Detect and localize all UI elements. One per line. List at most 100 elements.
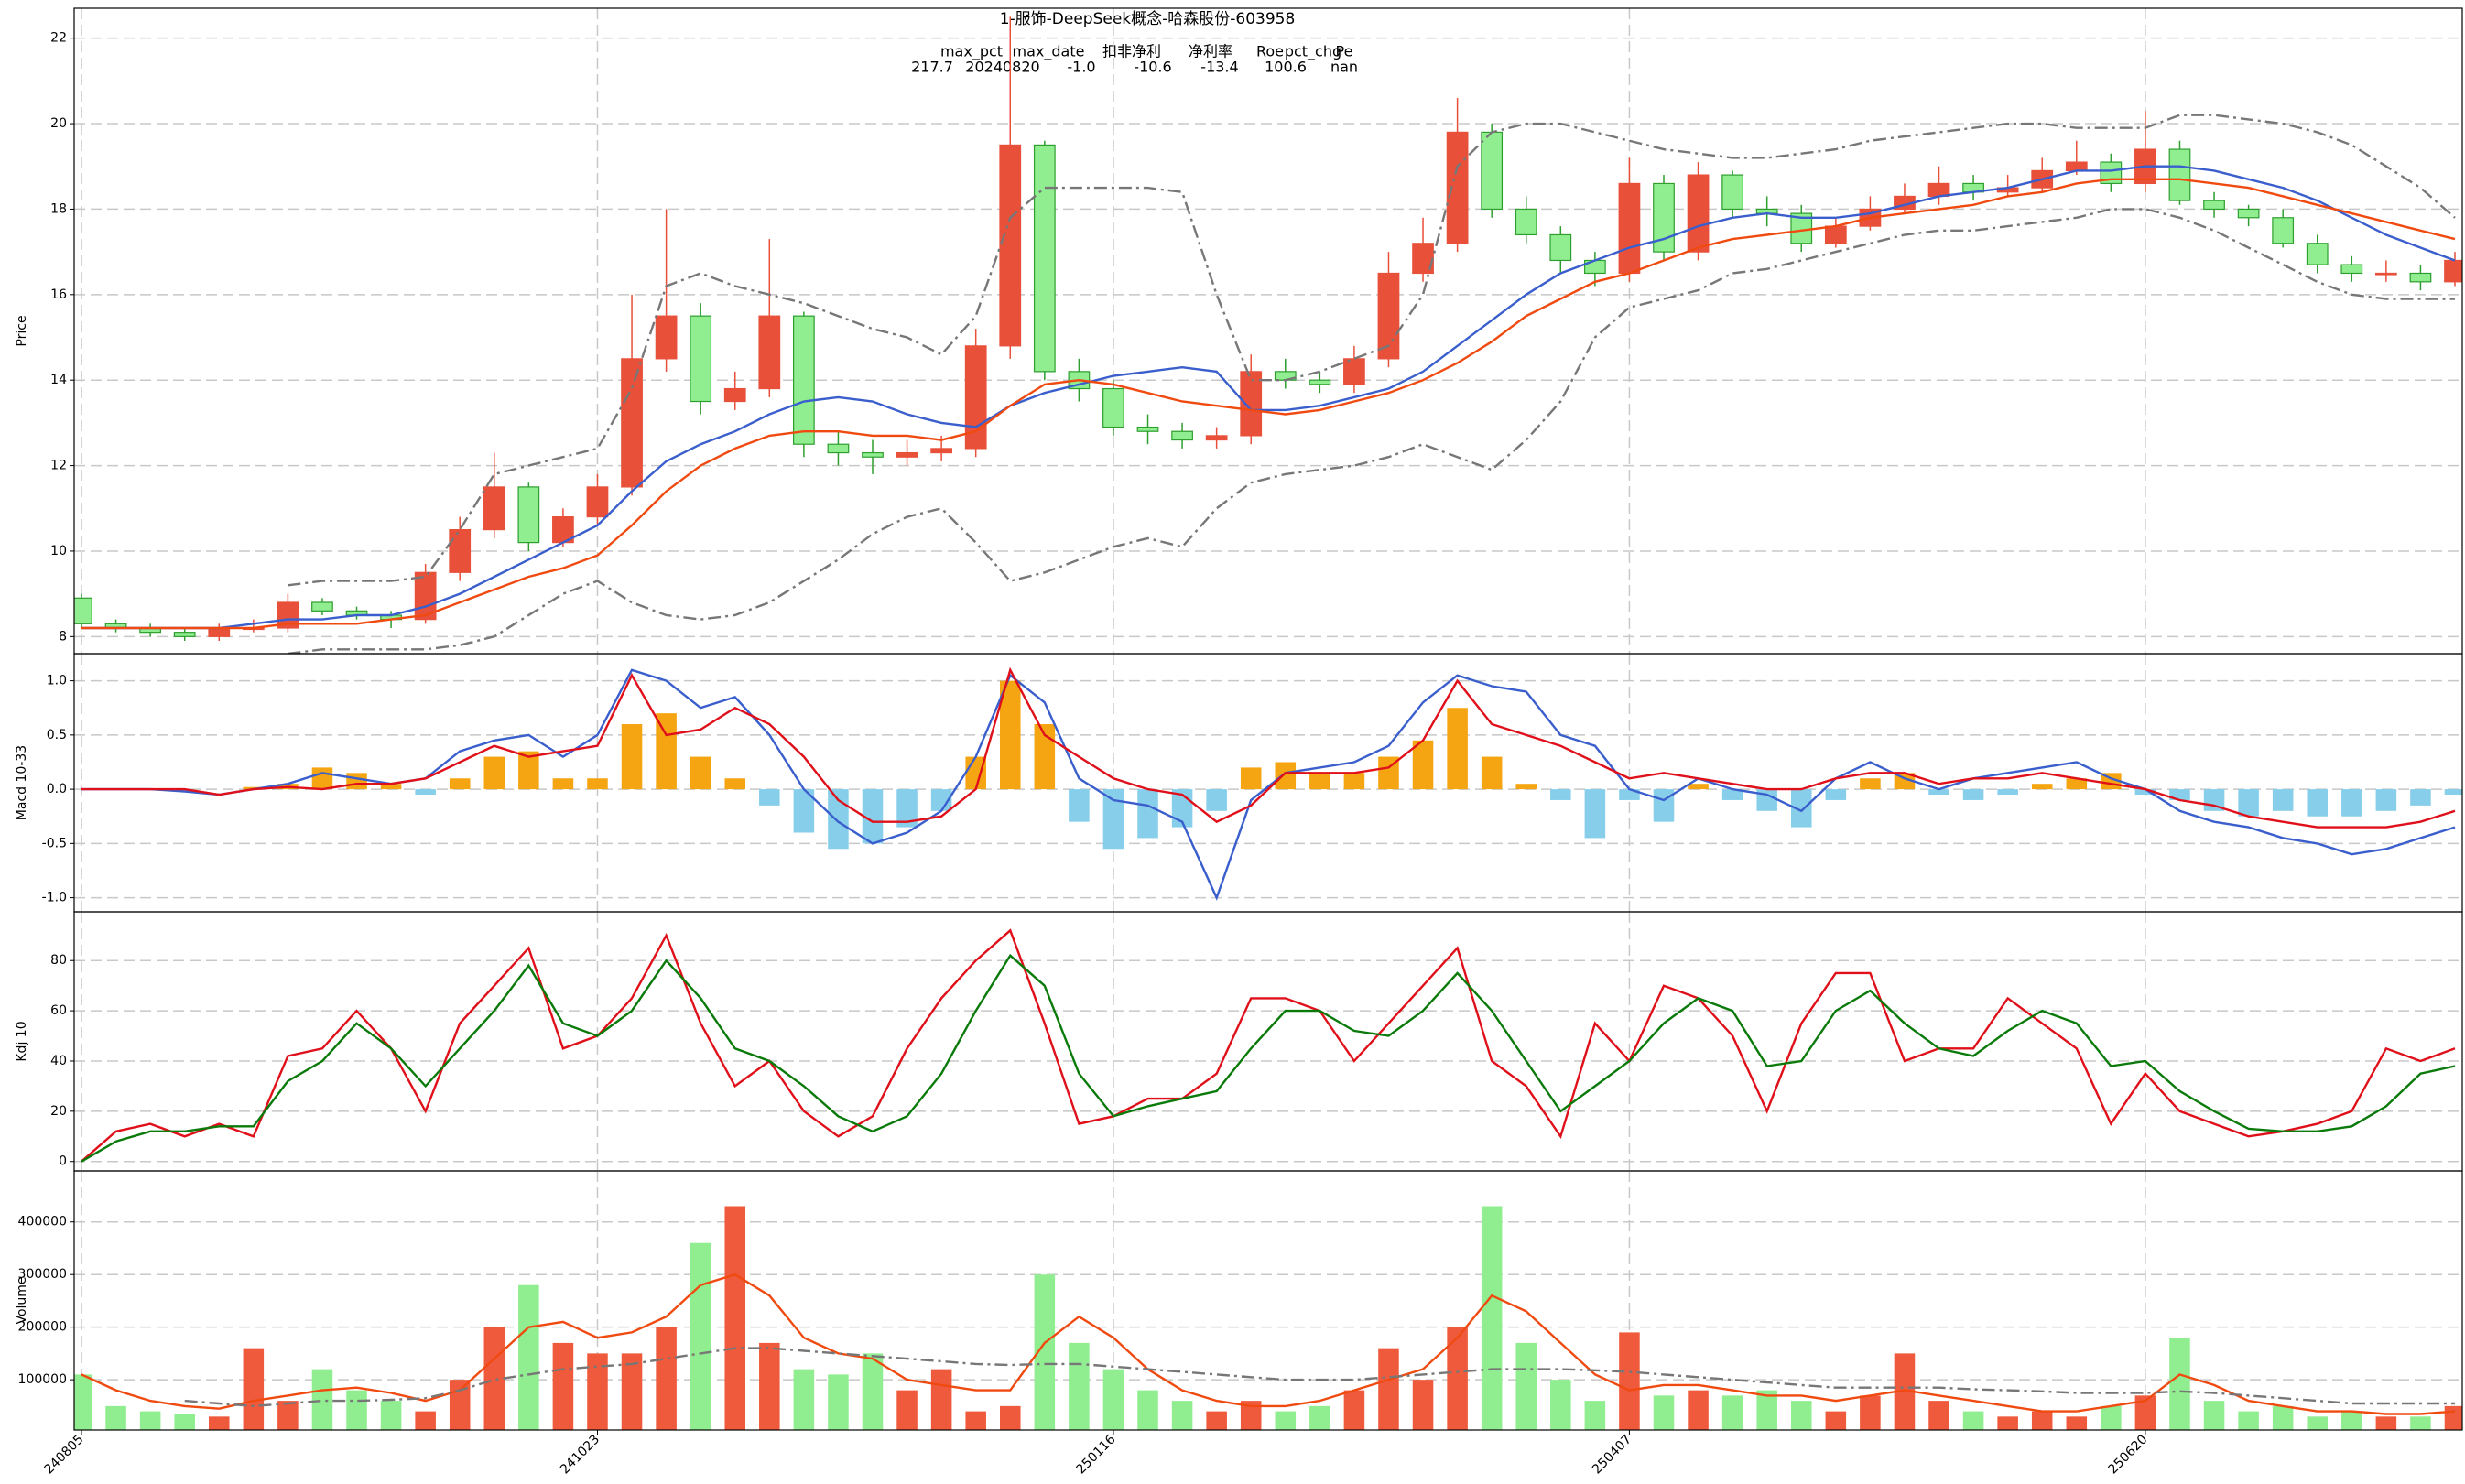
candle-body <box>1377 272 1400 360</box>
volume-bar <box>277 1401 299 1430</box>
stats-header: 净利率 <box>1189 43 1232 60</box>
candle-body <box>277 601 299 629</box>
macd-bar <box>518 751 539 790</box>
y-tick-label: 300000 <box>18 1267 67 1282</box>
volume-bar <box>1688 1390 1709 1430</box>
panel-frame <box>73 1170 2463 1431</box>
candle-body <box>1171 430 1193 441</box>
macd-bar <box>1069 789 1090 822</box>
candle-body <box>1515 208 1537 236</box>
macd-bar <box>1550 789 1571 800</box>
volume-bar <box>2101 1405 2122 1430</box>
x-tick-label: 250407 <box>1590 1432 1634 1477</box>
stats-value: nan <box>1330 59 1358 76</box>
volume-bar <box>2341 1411 2362 1430</box>
candle-body <box>1549 233 1572 262</box>
macd-bar <box>380 784 402 790</box>
candle-body <box>2340 264 2363 275</box>
y-axis-label: Kdj 10 <box>15 1021 29 1061</box>
volume-bar <box>999 1405 1021 1430</box>
candle-body <box>690 315 712 403</box>
candle-body <box>862 451 884 458</box>
macd-bar <box>1688 784 1709 790</box>
candle-body <box>517 486 540 544</box>
volume-bar <box>2134 1395 2156 1430</box>
macd-bar <box>449 778 471 790</box>
stats-header: pct_chg <box>1285 43 1341 61</box>
series-line <box>81 928 2456 1163</box>
volume-bar <box>2272 1405 2294 1430</box>
macd-bar <box>1928 789 1949 796</box>
macd-bar <box>656 713 677 790</box>
volume-bar <box>1584 1401 1606 1430</box>
candle-body <box>2306 243 2329 265</box>
volume-bar <box>1962 1411 1984 1430</box>
series-line <box>81 178 2456 630</box>
volume-bar <box>1619 1332 1640 1430</box>
macd-bar <box>896 789 918 828</box>
candle-body <box>621 358 643 488</box>
candle-body <box>723 387 746 403</box>
macd-bar <box>1962 789 1984 800</box>
series-line <box>184 1347 2455 1408</box>
panel <box>74 8 2462 654</box>
volume-bar <box>1275 1411 1297 1430</box>
volume-bar <box>1481 1206 1503 1430</box>
volume-bar <box>1102 1369 1124 1430</box>
chart-title: 1-服饰-DeepSeek概念-哈森股份-603958 <box>1000 9 1296 28</box>
y-tick-label: 14 <box>50 373 67 387</box>
volume-bar <box>2066 1416 2088 1430</box>
candle-body <box>758 315 781 390</box>
candle-body <box>1481 131 1504 211</box>
macd-bar <box>930 789 952 811</box>
volume-bar <box>1240 1401 1262 1430</box>
macd-bar <box>2169 789 2190 800</box>
candle-body <box>1240 371 1263 437</box>
volume-bar <box>1653 1395 1675 1430</box>
candle-body <box>1102 387 1124 428</box>
candle-body <box>2272 217 2295 244</box>
macd-bar <box>552 778 574 790</box>
macd-bar <box>1825 789 1847 800</box>
volume-bar <box>656 1327 677 1430</box>
candle-body <box>2168 148 2191 201</box>
stats-header: 扣非净利 <box>1102 43 1161 60</box>
candle-body <box>999 144 1022 347</box>
y-tick-label: 60 <box>50 1003 67 1018</box>
volume-bar <box>1343 1390 1365 1430</box>
y-axis-label: Macd 10-33 <box>15 745 29 820</box>
macd-bar <box>2410 789 2431 806</box>
stats-header: max_pct <box>940 43 1003 61</box>
stats-value: -1.0 <box>1067 59 1095 76</box>
panel <box>74 912 2462 1171</box>
volume-bar <box>243 1348 265 1430</box>
macd-bar <box>2444 789 2462 796</box>
y-tick-label: 10 <box>50 544 67 558</box>
volume-bar <box>1860 1395 1881 1430</box>
candle-body <box>449 529 472 573</box>
volume-bar <box>1928 1401 1949 1430</box>
candle-body <box>896 451 918 458</box>
volume-bar <box>1206 1411 1227 1430</box>
candle-body <box>1136 426 1159 432</box>
candle-body <box>483 486 505 531</box>
volume-bar <box>105 1405 126 1430</box>
y-axis-label: Volume <box>15 1276 29 1324</box>
y-tick-label: 80 <box>50 953 67 968</box>
volume-bar <box>862 1353 884 1430</box>
volume-bar <box>724 1206 746 1430</box>
volume-bar <box>828 1374 849 1430</box>
series-line <box>288 114 2456 587</box>
volume-bar <box>483 1327 505 1430</box>
volume-bar <box>311 1369 333 1430</box>
volume-bar <box>1894 1353 1916 1430</box>
y-tick-label: 0.5 <box>47 728 67 742</box>
y-tick-label: 12 <box>50 459 67 473</box>
macd-bar <box>587 778 608 790</box>
macd-bar <box>2238 789 2259 817</box>
volume-bar <box>1137 1390 1158 1430</box>
candle-body <box>655 315 678 360</box>
y-tick-label: -1.0 <box>42 891 67 905</box>
panel-frame <box>73 7 2463 655</box>
y-tick-label: 20 <box>50 116 67 131</box>
